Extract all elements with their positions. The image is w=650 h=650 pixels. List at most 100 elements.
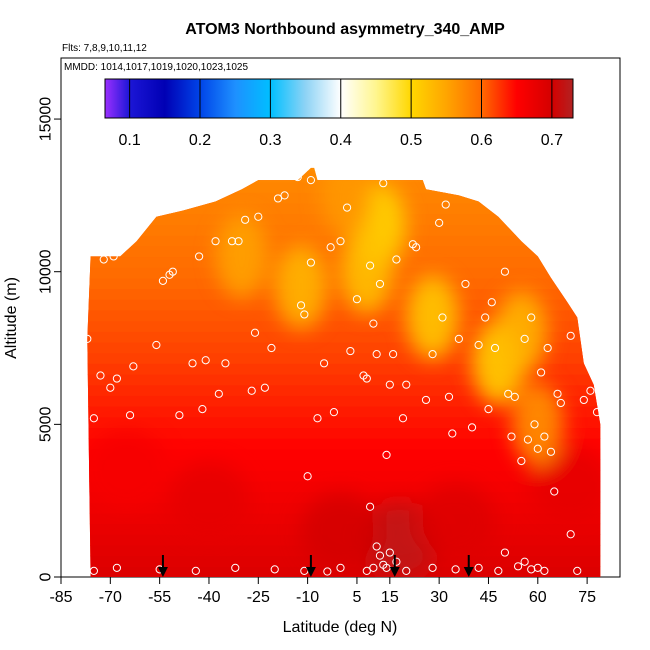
heatmap-band (87, 352, 601, 364)
x-tick-label: 75 (578, 589, 596, 606)
sample-point (494, 566, 503, 575)
x-tick-label: 60 (529, 589, 547, 606)
sample-point (214, 389, 223, 398)
sample-point (296, 301, 306, 310)
sample-point (342, 203, 352, 212)
sample-point (454, 334, 463, 343)
sample-point (421, 395, 431, 405)
heatmap-feature (168, 462, 249, 539)
heatmap-band (87, 395, 601, 407)
sample-point (300, 310, 309, 319)
sample-point (438, 313, 447, 322)
flight-arrow-head (389, 567, 400, 577)
sample-point (382, 563, 391, 572)
colorbar-tick-label: 0.1 (119, 132, 141, 149)
sample-point (326, 243, 335, 252)
colorbar-tick-label: 0.4 (330, 132, 352, 149)
sample-point (481, 313, 490, 322)
chart-title: ATOM3 Northbound asymmetry_340_AMP (185, 21, 505, 38)
x-tick-label: -85 (49, 589, 72, 606)
sample-point (352, 295, 362, 304)
sample-point (270, 565, 279, 574)
sample-point (428, 563, 437, 572)
y-tick-label: 10000 (38, 249, 55, 294)
x-tick-label: 5 (352, 589, 361, 606)
sample-point (536, 368, 546, 377)
y-tick-label: 15000 (38, 97, 55, 142)
heatmap-feature (300, 493, 381, 570)
colorbar-tick-label: 0.3 (259, 132, 281, 149)
sample-point (451, 565, 460, 574)
colorbar-ticks: 0.1 0.2 0.3 0.4 0.5 0.6 0.7 (119, 79, 563, 149)
sample-point (543, 343, 552, 353)
flights-note: Flts: 7,8,9,10,11,12 (62, 43, 147, 54)
heatmap-band (87, 480, 601, 493)
sample-point (566, 331, 575, 340)
sample-point (385, 548, 394, 557)
sample-point (231, 563, 240, 572)
sample-point (195, 252, 204, 261)
sample-point (191, 566, 200, 575)
sample-point (484, 404, 493, 414)
sample-point (474, 340, 483, 350)
sample-point (527, 313, 536, 322)
sample-point (533, 444, 542, 453)
sample-point (254, 212, 263, 221)
sample-point (540, 566, 549, 575)
sample-point (365, 261, 375, 270)
x-tick-label: 15 (381, 589, 399, 606)
sample-point (89, 566, 98, 575)
sample-point (293, 172, 302, 182)
heatmap-band (87, 438, 601, 450)
heatmap-feature (275, 244, 328, 329)
heatmap-features (87, 167, 601, 577)
colorbar-tick-label: 0.6 (470, 132, 492, 149)
heatmap-band (87, 427, 601, 439)
sample-point (362, 566, 371, 575)
flight-markers (157, 555, 474, 577)
heatmap-feature (340, 229, 393, 314)
sample-point (158, 276, 168, 285)
sample-point (369, 563, 378, 572)
sample-point (211, 237, 220, 246)
sample-point (346, 346, 355, 356)
heatmap-band (87, 320, 601, 332)
sample-point (398, 414, 408, 423)
heatmap-feature (406, 275, 459, 360)
sample-point (523, 435, 533, 444)
sample-point (550, 487, 559, 496)
x-tick-label: -70 (99, 589, 122, 606)
y-tick-label: 0 (38, 572, 55, 581)
sample-point (540, 432, 549, 441)
sample-point (372, 350, 381, 359)
sample-point (553, 389, 562, 398)
sample-point (487, 298, 496, 307)
sample-point (280, 191, 289, 200)
heatmap-band (87, 470, 601, 482)
sample-point (112, 374, 122, 383)
sample-point (441, 200, 450, 209)
sample-point (79, 263, 89, 272)
sample-point (592, 408, 602, 417)
sample-point (504, 389, 513, 398)
heatmap-band (87, 288, 601, 300)
colorbar-gradient (104, 78, 574, 119)
sample-point (336, 237, 345, 246)
sample-point (175, 411, 184, 420)
sample-point (392, 557, 401, 566)
sample-point (448, 429, 457, 438)
sample-point (490, 343, 500, 353)
y-axis: 0 5000 10000 15000 (38, 97, 61, 581)
sample-point (435, 218, 444, 227)
sample-point (556, 398, 565, 408)
flight-arrow-head (463, 567, 474, 577)
heatmap-field (87, 167, 601, 577)
sample-point (234, 237, 243, 246)
sample-point (306, 176, 316, 185)
sample-point (267, 343, 276, 353)
sample-point (385, 380, 394, 389)
sample-point (83, 334, 92, 343)
sample-point (188, 359, 197, 368)
sample-point (375, 551, 385, 560)
heatmap-band (87, 341, 601, 354)
